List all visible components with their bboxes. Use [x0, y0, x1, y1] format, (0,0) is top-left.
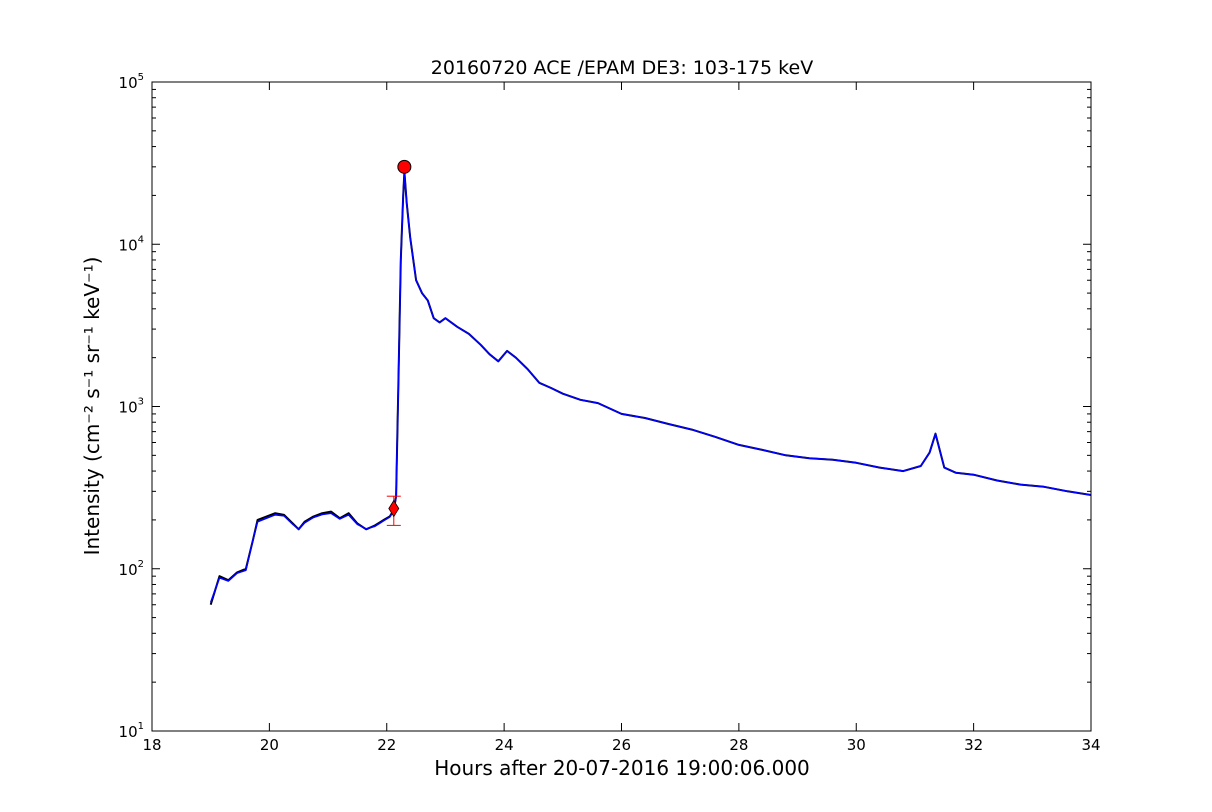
x-tick-label: 34 [1081, 736, 1100, 754]
x-tick-label: 24 [495, 736, 514, 754]
y-tick-exponent: 1 [138, 721, 144, 732]
x-tick-label: 20 [260, 736, 279, 754]
y-tick-base: 10 [119, 723, 138, 741]
x-axis-label: Hours after 20-07-2016 19:00:06.000 [434, 756, 810, 780]
y-tick-base: 10 [119, 236, 138, 254]
x-tick-label: 26 [612, 736, 631, 754]
y-tick-exponent: 5 [138, 72, 144, 83]
x-tick-label: 30 [847, 736, 866, 754]
y-axis-label: Intensity (cm⁻² s⁻¹ sr⁻¹ keV⁻¹) [80, 257, 104, 556]
chart-title: 20160720 ACE /EPAM DE3: 103-175 keV [431, 57, 813, 79]
x-tick-label: 18 [142, 736, 161, 754]
x-tick-label: 22 [377, 736, 396, 754]
y-tick-base: 10 [119, 399, 138, 417]
y-tick-exponent: 4 [138, 234, 144, 245]
y-axis-label-group: Intensity (cm⁻² s⁻¹ sr⁻¹ keV⁻¹) [80, 257, 104, 556]
y-tick-base: 10 [119, 74, 138, 92]
y-tick-exponent: 3 [138, 397, 144, 408]
y-tick-base: 10 [119, 561, 138, 579]
x-tick-label: 32 [964, 736, 983, 754]
y-tick-exponent: 2 [138, 559, 144, 570]
peak-marker [398, 160, 411, 173]
x-tick-label: 28 [729, 736, 748, 754]
